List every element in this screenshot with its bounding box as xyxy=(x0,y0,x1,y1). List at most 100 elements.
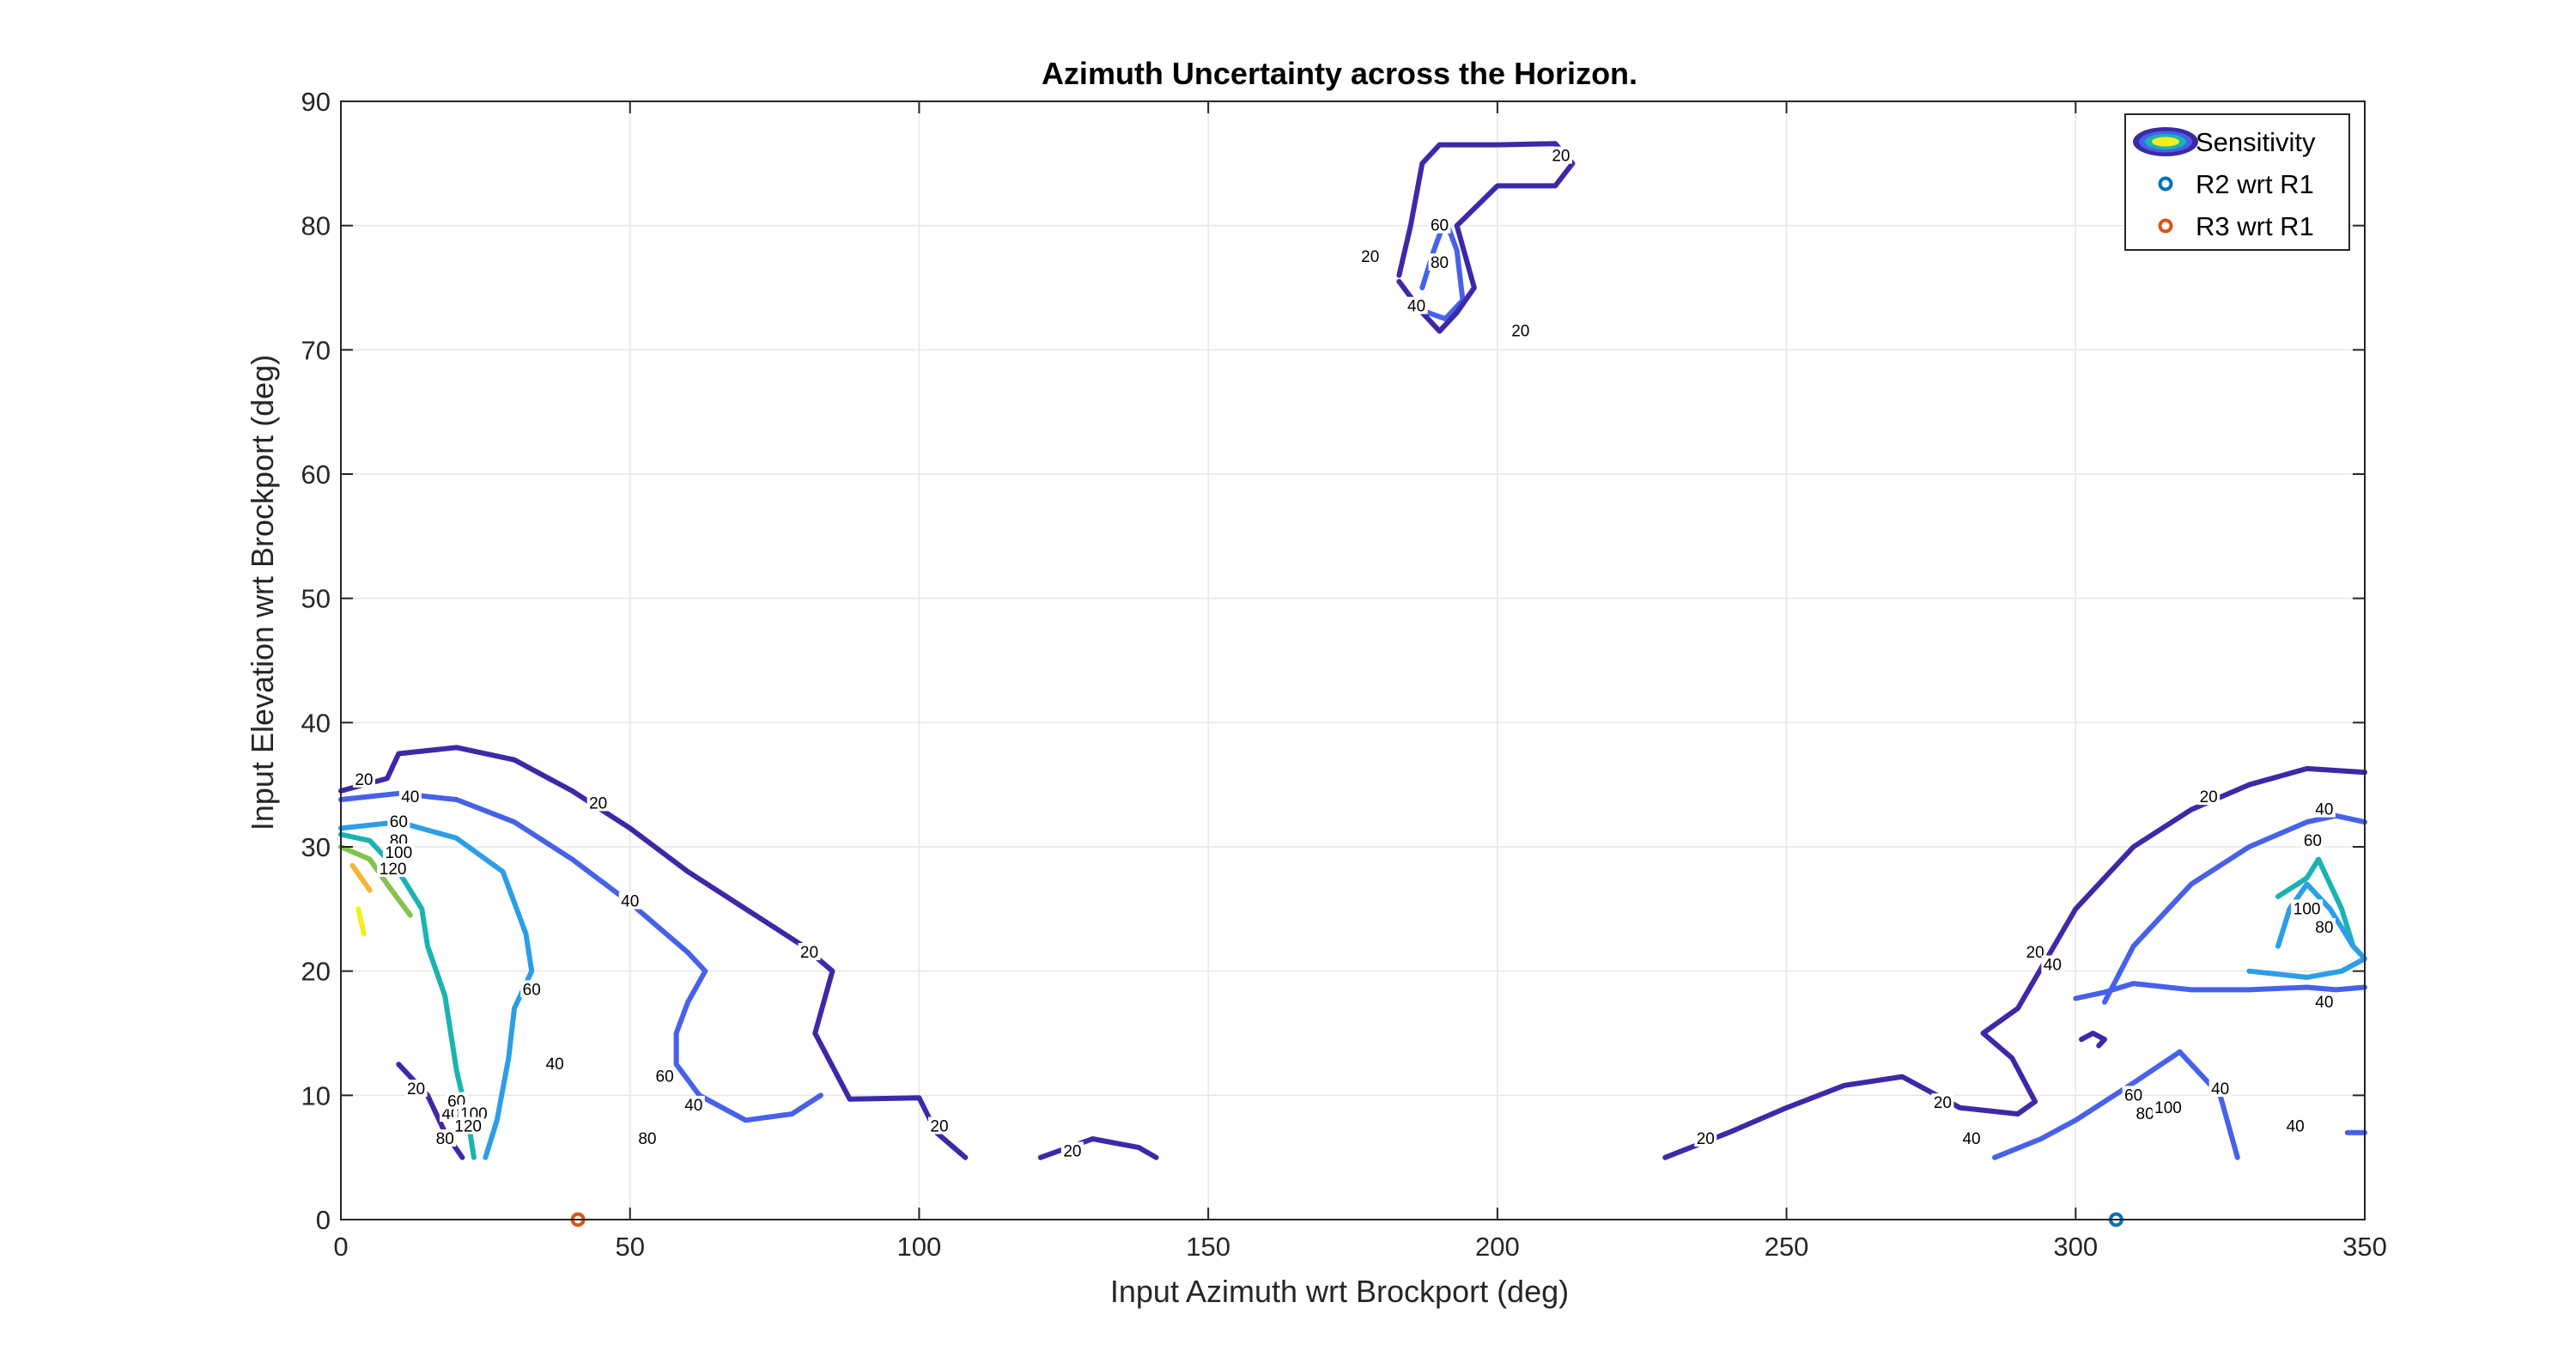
contour-label: 60 xyxy=(656,1068,674,1086)
legend-label-r2: R2 wrt R1 xyxy=(2196,169,2314,199)
y-tick-label: 30 xyxy=(301,832,331,862)
y-axis-label: Input Elevation wrt Brockport (deg) xyxy=(245,355,280,831)
contour-label: 60 xyxy=(1431,217,1449,235)
x-axis-label: Input Azimuth wrt Brockport (deg) xyxy=(1110,1274,1569,1309)
contour-label-bg xyxy=(434,1129,457,1147)
contour-label: 40 xyxy=(1407,298,1425,316)
axis-ticks: 0 50 100 150 200 250 300 350 0 10 20 30 40 50 60 70 80 90 xyxy=(301,87,2387,1262)
contour-label: 80 xyxy=(638,1130,656,1148)
contour-label: 120 xyxy=(454,1118,482,1136)
contour-label: 80 xyxy=(1431,254,1449,272)
contour-label-bg xyxy=(798,942,821,960)
contour-label-bg xyxy=(404,1080,428,1098)
contour-label: 40 xyxy=(401,788,419,806)
contour-line-80 xyxy=(2275,856,2356,949)
contour-label-bg xyxy=(520,980,544,998)
contour-label: 60 xyxy=(2304,832,2322,850)
contour-label-bg xyxy=(1549,146,1572,164)
contour-label: 20 xyxy=(407,1080,425,1098)
contour-label: 20 xyxy=(589,794,607,812)
contour-label: 20 xyxy=(1697,1130,1715,1148)
contour-label: 100 xyxy=(385,844,412,862)
y-tick-label: 70 xyxy=(301,335,331,365)
contour-label: 20 xyxy=(800,944,818,962)
x-tick-label: 150 xyxy=(1186,1232,1230,1262)
y-tick-label: 0 xyxy=(316,1205,331,1235)
contour-label-bg xyxy=(2041,955,2064,973)
contour-label: 20 xyxy=(1511,323,1529,341)
contour-line-20 xyxy=(1396,141,1576,334)
contour-label: 20 xyxy=(1063,1142,1081,1160)
contour-label-bg xyxy=(352,770,375,788)
legend-marker-r3 xyxy=(2158,218,2173,234)
contour-label-bg xyxy=(2284,1117,2307,1135)
y-tick-label: 20 xyxy=(301,957,331,987)
contour-label-bg xyxy=(382,843,415,861)
contour-label-bg xyxy=(377,860,410,878)
contour-label-bg xyxy=(1060,1141,1084,1159)
x-tick-label: 0 xyxy=(333,1232,348,1262)
y-tick-label: 10 xyxy=(301,1080,331,1111)
contour-label: 40 xyxy=(2315,801,2333,819)
chart-title: Azimuth Uncertainty across the Horizon. xyxy=(1042,56,1637,91)
plot-area xyxy=(341,101,2365,1220)
contour-line-40 xyxy=(2102,812,2367,1005)
contour-lines xyxy=(338,141,2367,1160)
contour-label-bg xyxy=(2208,1080,2232,1098)
x-tick-label: 100 xyxy=(897,1232,942,1262)
y-tick-label: 40 xyxy=(301,708,331,738)
contour-label-bg xyxy=(544,1055,567,1073)
contour-label: 80 xyxy=(2315,919,2333,937)
contour-label-bg xyxy=(2312,992,2336,1010)
legend-marker-r2 xyxy=(2158,176,2173,192)
contour-label-bg xyxy=(2312,918,2336,936)
contour-label: 40 xyxy=(2315,994,2333,1012)
x-tick-label: 350 xyxy=(2342,1232,2387,1262)
contour-line-140 xyxy=(355,906,367,937)
contour-label: 20 xyxy=(355,771,373,789)
contour-label-bg xyxy=(927,1117,951,1135)
contour-line-20 xyxy=(2079,1031,2107,1049)
contour-label-bg xyxy=(653,1067,677,1085)
contour-label-bg xyxy=(2312,800,2336,818)
contour-label-bg xyxy=(2152,1098,2184,1116)
contour-label: 80 xyxy=(2136,1105,2154,1123)
legend-sensitivity-icon xyxy=(2133,127,2198,156)
contour-label-bg xyxy=(452,1117,484,1135)
contour-label-bg xyxy=(1428,216,1451,234)
legend: Sensitivity R2 wrt R1 R3 wrt R1 xyxy=(2124,113,2350,251)
contour-label: 40 xyxy=(2211,1080,2229,1098)
contour-label-bg xyxy=(1960,1129,1984,1147)
y-tick-label: 50 xyxy=(301,584,331,614)
contour-label-bg xyxy=(2197,788,2221,806)
x-tick-label: 250 xyxy=(1765,1232,1809,1262)
contour-label: 60 xyxy=(390,813,408,831)
contour-label-bg xyxy=(1358,246,1382,265)
contour-label-bg xyxy=(398,788,422,806)
x-tick-label: 50 xyxy=(615,1232,644,1262)
contour-label: 40 xyxy=(2287,1118,2305,1136)
contour-label: 20 xyxy=(2200,788,2218,806)
y-tick-label: 60 xyxy=(301,459,331,490)
contour-label-bg xyxy=(2024,942,2047,960)
contour-labels: 2020202020202020202020202040404040404040… xyxy=(352,146,2336,1160)
contour-label-bg xyxy=(635,1129,659,1147)
contour-line-60 xyxy=(338,819,535,1160)
contour-label: 100 xyxy=(2293,900,2321,918)
contour-label: 40 xyxy=(1962,1130,1980,1148)
contour-label-bg xyxy=(586,794,610,812)
y-tick-label: 80 xyxy=(301,211,331,241)
contour-label: 60 xyxy=(2124,1086,2142,1105)
contour-label: 20 xyxy=(1361,248,1379,266)
contour-label-bg xyxy=(682,1095,705,1113)
contour-label: 40 xyxy=(2044,956,2062,974)
contour-label: 80 xyxy=(436,1130,454,1148)
contour-label-bg xyxy=(618,892,641,910)
y-tick-label: 90 xyxy=(301,87,331,117)
contour-label-bg xyxy=(1405,296,1428,314)
x-tick-label: 300 xyxy=(2053,1232,2098,1262)
contour-line-20 xyxy=(1662,765,2367,1160)
contour-label: 20 xyxy=(2026,944,2044,962)
contour-label: 120 xyxy=(380,861,407,879)
contour-label: 60 xyxy=(523,981,541,999)
